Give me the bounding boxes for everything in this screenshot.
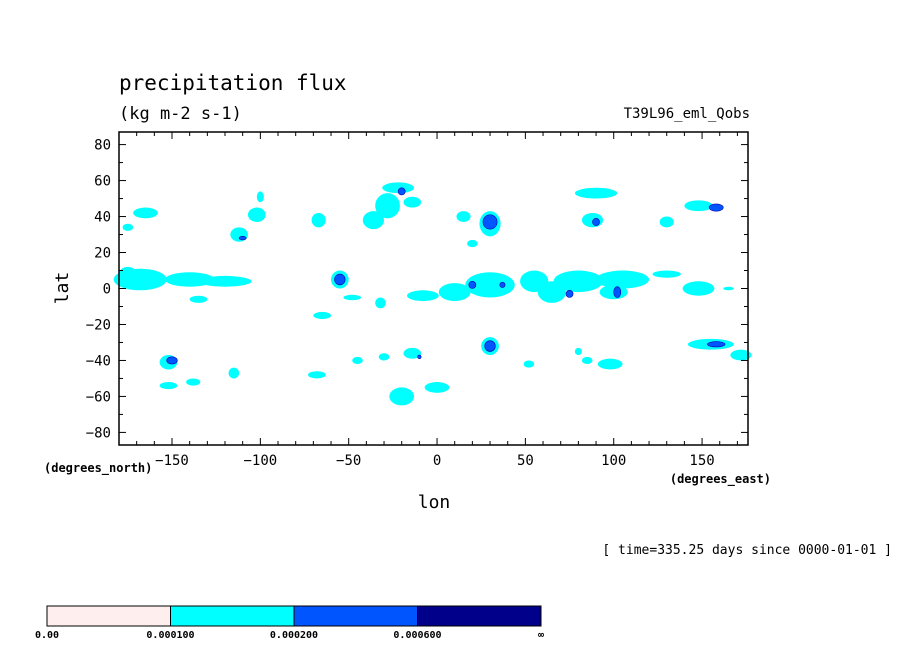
x-tick-label: 150: [689, 453, 714, 469]
precip-blob-cyan: [256, 191, 264, 203]
y-unit-label: (degrees_north): [44, 461, 152, 476]
x-tick-label: −50: [336, 453, 361, 469]
time-label: [ time=335.25 days since 0000-01-01 ]: [602, 543, 892, 558]
x-tick-label: −150: [155, 453, 189, 469]
precip-blob-cyan: [467, 239, 478, 248]
precip-blob-blue: [565, 289, 574, 298]
precip-blob-blue: [334, 273, 346, 286]
precip-blob-blue: [613, 286, 622, 298]
precip-blob-cyan: [723, 286, 734, 291]
x-axis: −150 −100 −50 0 50 100 150: [136, 132, 738, 469]
precip-blob-cyan: [403, 347, 422, 359]
colorbar-swatch: [293, 605, 418, 627]
precip-blob-blue: [417, 354, 422, 359]
colorbar-level-label: 0.00: [35, 630, 59, 641]
y-tick-label: 80: [94, 138, 111, 154]
precip-blob-cyan: [438, 283, 471, 302]
precip-blob-cyan: [308, 371, 326, 379]
y-tick-label: −80: [86, 425, 111, 441]
x-tick-label: 100: [601, 453, 626, 469]
precip-blob-cyan: [682, 281, 715, 296]
precip-blob-cyan: [581, 356, 593, 365]
precip-blob-cyan: [247, 207, 266, 222]
precip-blob-cyan: [228, 367, 240, 379]
y-axis: 80 60 40 20 0 −20 −40 −60 −80: [86, 138, 748, 441]
precip-blob-cyan: [424, 382, 450, 393]
precip-blob-cyan: [375, 193, 400, 219]
colorbar-level-label: 0.000600: [393, 630, 441, 641]
precip-blob-cyan: [456, 211, 471, 222]
precip-blob-cyan: [652, 270, 681, 278]
precip-blob-cyan: [352, 356, 363, 365]
precip-blob-cyan: [574, 187, 618, 199]
precip-blob-blue: [484, 340, 496, 352]
precip-blob-cyan: [362, 211, 385, 230]
precip-blob-cyan: [659, 216, 674, 228]
colorbar-swatch: [417, 605, 542, 627]
precip-blob-cyan: [389, 387, 415, 406]
precip-blob-blue: [499, 281, 506, 288]
precip-blob-blue: [238, 236, 247, 241]
y-tick-label: −20: [86, 317, 111, 333]
precip-blob-blue: [397, 187, 406, 196]
x-tick-label: 50: [517, 453, 534, 469]
precip-blob-blue: [482, 214, 498, 230]
precip-blob-cyan: [730, 349, 752, 361]
precip-blob-cyan: [122, 223, 134, 231]
x-tick-label: 0: [433, 453, 441, 469]
precip-blob-cyan: [198, 275, 252, 287]
x-tick-label: −100: [243, 453, 277, 469]
y-tick-label: 20: [94, 246, 111, 262]
chart-title: precipitation flux: [119, 71, 347, 95]
precip-blob-cyan: [403, 196, 422, 208]
precip-blob-cyan: [313, 311, 332, 320]
precip-blob-cyan: [133, 207, 158, 219]
plot-frame: [118, 131, 749, 446]
precip-blob-cyan: [311, 212, 326, 228]
precip-blob-cyan: [186, 378, 201, 386]
precip-blob-cyan: [596, 270, 650, 289]
colorbar-swatch: [170, 605, 295, 627]
precip-blob-cyan: [553, 270, 604, 293]
colorbar: 0.00 0.000100 0.000200 0.000600 ∞: [35, 605, 544, 641]
colorbar-level-label: ∞: [538, 630, 544, 641]
precip-blob-blue: [707, 341, 726, 348]
precip-field: [113, 182, 752, 406]
colorbar-level-label: 0.000200: [270, 630, 318, 641]
precip-blob-cyan: [375, 297, 386, 309]
chart-units: (kg m-2 s-1): [119, 104, 242, 124]
experiment-label: T39L96_eml_Qobs: [624, 106, 750, 122]
precip-blob-cyan: [189, 295, 208, 303]
precip-blob-blue: [468, 281, 477, 289]
y-tick-label: −60: [86, 389, 111, 405]
precip-blob-cyan: [382, 182, 415, 194]
precip-blob-cyan: [343, 294, 362, 301]
y-tick-label: 0: [103, 282, 111, 298]
y-tick-label: 60: [94, 174, 111, 190]
precip-blob-blue: [166, 356, 178, 365]
precip-blob-cyan: [119, 266, 137, 282]
precip-blob-cyan: [684, 200, 713, 212]
precip-blob-cyan: [597, 358, 623, 370]
y-tick-label: 40: [94, 210, 111, 226]
precip-blob-cyan: [523, 360, 535, 368]
y-axis-label: lat: [52, 272, 73, 305]
precip-blob-cyan: [574, 347, 582, 356]
y-tick-label: −40: [86, 353, 111, 369]
x-unit-label: (degrees_east): [670, 472, 771, 487]
precip-blob-cyan: [159, 382, 178, 390]
colorbar-swatch: [46, 605, 171, 627]
precip-blob-blue: [708, 203, 724, 212]
precip-blob-blue: [592, 218, 600, 226]
precip-blob-cyan: [465, 272, 515, 298]
colorbar-level-label: 0.000100: [146, 630, 194, 641]
x-axis-label: lon: [418, 492, 451, 513]
precip-blob-cyan: [406, 290, 439, 302]
precip-blob-cyan: [378, 353, 390, 361]
